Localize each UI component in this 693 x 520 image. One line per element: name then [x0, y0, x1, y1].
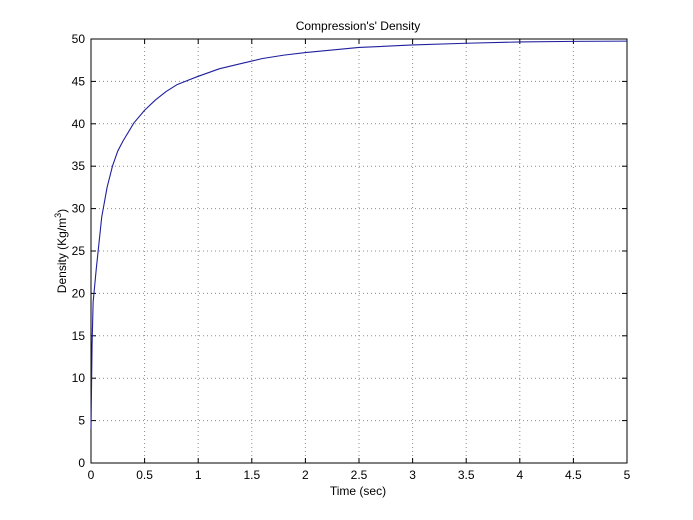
y-tick-label: 35 — [72, 159, 86, 173]
y-tick-label: 40 — [72, 117, 86, 131]
x-tick-label: 1 — [195, 468, 202, 482]
y-tick-label: 15 — [72, 329, 86, 343]
y-tick-label: 50 — [72, 32, 86, 46]
chart-title: Compression's' Density — [296, 19, 421, 33]
x-tick-label: 5 — [624, 468, 631, 482]
y-tick-label: 45 — [72, 74, 86, 88]
y-tick-label: 0 — [78, 456, 85, 470]
y-tick-label: 30 — [72, 202, 86, 216]
tick-label-layer: 0 0.5 1 1.5 2 2.5 3 3.5 4 4.5 50510152025303540455… — [72, 32, 631, 482]
x-tick-label: 2.5 — [351, 468, 368, 482]
axes-layer — [90, 38, 628, 464]
y-tick-label: 20 — [72, 286, 86, 300]
y-tick-label: 25 — [72, 244, 86, 258]
density-series-line — [90, 40, 628, 430]
y-axis-label-suffix: ) — [55, 209, 69, 213]
y-tick-label: 10 — [72, 371, 86, 385]
grid-layer — [91, 39, 627, 463]
y-axis-label: Density (Kg/m3) — [53, 209, 69, 293]
x-tick-label: 4 — [516, 468, 523, 482]
y-tick-label: 5 — [78, 414, 85, 428]
x-axis-label: Time (sec) — [330, 484, 386, 498]
x-tick-label: 3.5 — [458, 468, 475, 482]
x-tick-label: 0.5 — [136, 468, 153, 482]
x-tick-label: 4.5 — [565, 468, 582, 482]
x-tick-label: 3 — [409, 468, 416, 482]
x-tick-label: 0 — [88, 468, 95, 482]
x-tick-label: 1.5 — [243, 468, 260, 482]
y-axis-label-superscript: 3 — [53, 213, 63, 218]
x-tick-label: 2 — [302, 468, 309, 482]
y-axis-label-prefix: Density (Kg/m — [55, 218, 69, 293]
series-layer — [90, 40, 628, 430]
